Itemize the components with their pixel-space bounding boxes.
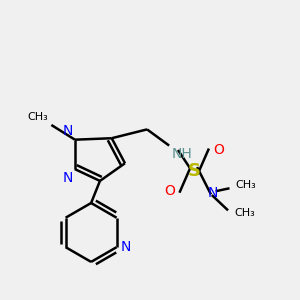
Text: S: S bbox=[188, 162, 201, 180]
Text: O: O bbox=[213, 143, 224, 157]
Text: CH₃: CH₃ bbox=[236, 180, 256, 190]
Text: N: N bbox=[120, 240, 130, 254]
Text: CH₃: CH₃ bbox=[28, 112, 48, 122]
Text: CH₃: CH₃ bbox=[234, 208, 255, 218]
Text: N: N bbox=[63, 124, 74, 138]
Text: NH: NH bbox=[172, 147, 193, 161]
Text: N: N bbox=[63, 171, 74, 184]
Text: N: N bbox=[208, 186, 218, 200]
Text: O: O bbox=[164, 184, 175, 198]
